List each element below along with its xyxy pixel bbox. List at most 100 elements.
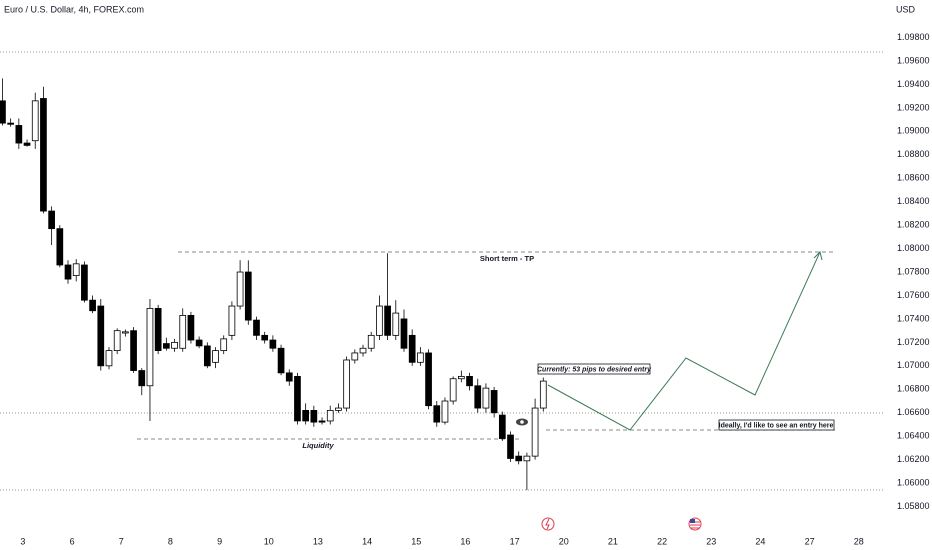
event-icon[interactable]	[541, 517, 555, 531]
x-tick-label: 6	[70, 536, 75, 546]
y-tick-label: 1.07200	[897, 337, 930, 347]
candle-body	[498, 414, 506, 439]
y-tick-label: 1.07800	[897, 266, 930, 276]
candle-body	[294, 375, 301, 422]
candle-body	[40, 98, 47, 212]
x-tick-label: 13	[313, 536, 323, 546]
candle-body	[335, 407, 342, 411]
currency-label: USD	[896, 4, 916, 14]
candle-body	[523, 455, 531, 462]
candle-body	[203, 345, 211, 367]
candle-body	[0, 100, 6, 124]
candle-body	[138, 370, 146, 387]
candle-body	[507, 434, 514, 459]
x-tick-label: 10	[264, 536, 274, 546]
candle-body	[130, 330, 137, 371]
flag-icon	[690, 519, 695, 523]
candle-body	[490, 390, 498, 414]
liquidity-label: Liquidity	[302, 441, 334, 450]
x-tick-label: 14	[362, 536, 372, 546]
candle-body	[310, 409, 318, 423]
y-tick-label: 1.05800	[897, 501, 930, 511]
y-tick-label: 1.08200	[897, 220, 930, 230]
x-tick-label: 23	[706, 536, 716, 546]
candle-body	[539, 380, 547, 409]
candle-body	[105, 350, 113, 367]
projection-path	[547, 251, 821, 431]
tp-label: Short term - TP	[480, 254, 534, 263]
candle-body	[318, 420, 326, 423]
x-tick-label: 22	[657, 536, 667, 546]
candle-body	[23, 142, 31, 146]
candle-body	[261, 334, 269, 341]
candle-body	[285, 372, 293, 382]
y-tick-label: 1.08400	[897, 196, 930, 206]
candle-body	[531, 407, 539, 457]
candle-body	[72, 263, 80, 276]
candle-body	[408, 334, 416, 363]
candle-body	[89, 299, 96, 312]
candle-body	[457, 375, 465, 380]
candle-body	[466, 375, 473, 387]
x-tick-label: 16	[460, 536, 470, 546]
x-tick-label: 21	[608, 536, 618, 546]
x-tick-label: 15	[411, 536, 421, 546]
y-tick-label: 1.06000	[897, 477, 930, 487]
candle-body	[392, 312, 400, 336]
candle-body	[376, 305, 383, 336]
candle-body	[449, 378, 457, 402]
candle-body	[122, 331, 129, 334]
x-tick-label: 28	[854, 536, 864, 546]
entry-label: Ideally, I'd like to see an entry here	[719, 422, 834, 429]
event-icon	[545, 518, 550, 530]
candle-body	[187, 315, 195, 341]
candle-body	[7, 122, 15, 125]
x-tick-label: 24	[755, 536, 765, 546]
candle-body	[515, 455, 523, 462]
candle-body	[195, 339, 203, 347]
x-tick-label: 20	[559, 536, 569, 546]
y-tick-label: 1.08000	[897, 243, 930, 253]
x-tick-label: 17	[510, 536, 520, 546]
candle-body	[31, 100, 39, 142]
candle-body	[171, 341, 178, 349]
x-tick-label: 7	[119, 536, 124, 546]
y-tick-label: 1.06600	[897, 407, 930, 417]
candle-body	[179, 315, 187, 349]
candle-body	[269, 339, 277, 349]
candle-body	[253, 319, 260, 336]
candle-body	[64, 264, 72, 280]
candle-body	[384, 305, 391, 336]
candle-body	[277, 347, 285, 374]
y-tick-label: 1.09200	[897, 102, 930, 112]
candle-body	[343, 359, 350, 409]
y-tick-label: 1.07400	[897, 313, 930, 323]
candle-body	[154, 307, 162, 351]
candle-body	[97, 305, 105, 367]
candle-body	[417, 352, 424, 363]
candle-body	[482, 387, 490, 409]
y-tick-label: 1.06800	[897, 384, 930, 394]
y-tick-label: 1.08600	[897, 173, 930, 183]
candle-body	[367, 334, 375, 349]
y-tick-label: 1.09000	[897, 126, 930, 136]
candle-body	[56, 228, 64, 266]
candle-body	[48, 210, 55, 230]
candle-body	[15, 125, 23, 144]
annotation-box	[537, 363, 651, 375]
candle-body	[146, 307, 154, 387]
candle-body	[359, 347, 367, 354]
x-tick-label: 8	[168, 536, 173, 546]
candle-body	[326, 409, 334, 422]
eye-icon	[520, 420, 524, 424]
candle-body	[441, 400, 449, 423]
y-tick-label: 1.09400	[897, 79, 930, 89]
candle-body	[162, 343, 170, 349]
y-tick-label: 1.08800	[897, 149, 930, 159]
x-tick-label: 9	[217, 536, 222, 546]
y-tick-label: 1.09800	[897, 32, 930, 42]
x-tick-label: 3	[20, 536, 25, 546]
candle-body	[433, 405, 441, 423]
